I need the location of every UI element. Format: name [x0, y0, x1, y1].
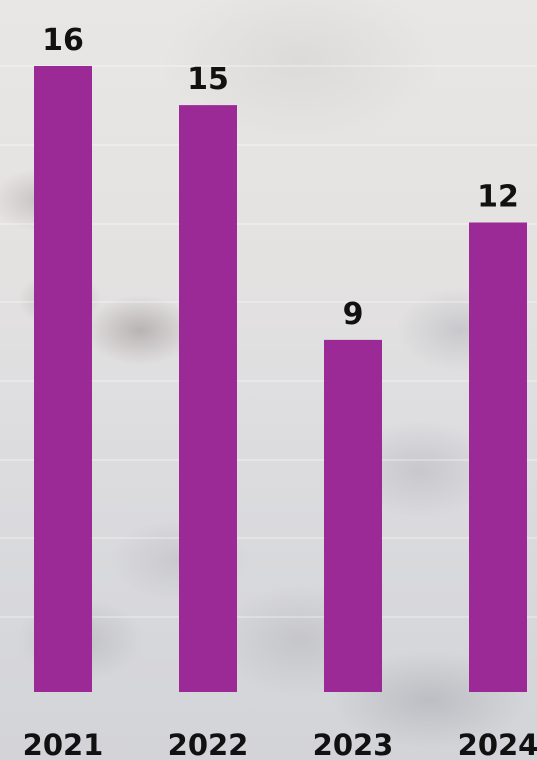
bar-2024 — [469, 222, 527, 692]
value-labels-group: 16 15 9 12 — [42, 23, 519, 332]
value-label-2023: 9 — [343, 297, 364, 332]
x-tick-label-2024: 2024 — [458, 728, 537, 760]
value-label-2024: 12 — [477, 180, 519, 215]
x-tick-label-2022: 2022 — [168, 728, 249, 760]
x-axis-tick-labels: 2021 2022 2023 2024 — [23, 728, 537, 760]
bar-2022 — [179, 105, 237, 692]
bars-group — [34, 66, 527, 692]
value-label-2021: 16 — [42, 23, 84, 58]
bar-2023 — [324, 339, 382, 692]
x-tick-label-2021: 2021 — [23, 728, 104, 760]
value-label-2022: 15 — [187, 62, 229, 97]
x-tick-label-2023: 2023 — [313, 728, 394, 760]
bar-2021 — [34, 66, 92, 692]
